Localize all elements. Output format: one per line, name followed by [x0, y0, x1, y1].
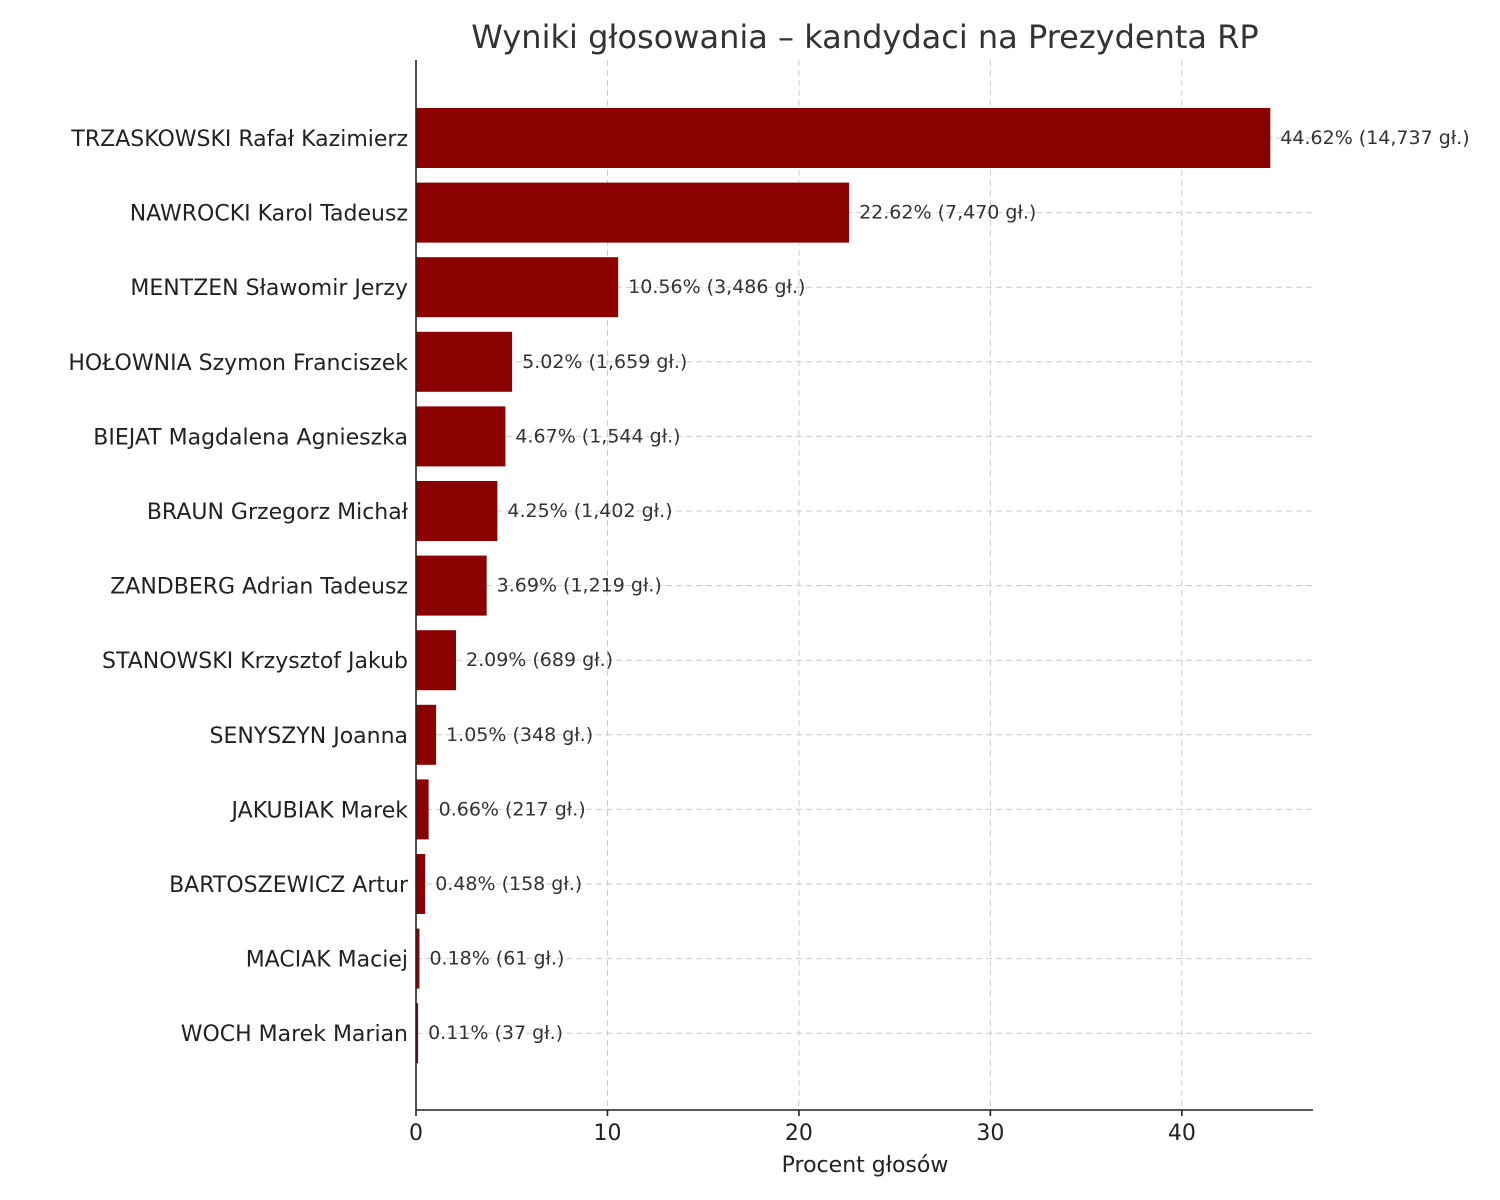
data-label: 0.18% (61 gł.) — [429, 948, 564, 970]
x-tick-label: 40 — [1168, 1121, 1196, 1146]
x-tick-label: 0 — [409, 1121, 423, 1146]
category-label: HOŁOWNIA Szymon Franciszek — [68, 351, 408, 376]
bar — [416, 331, 513, 392]
x-tick-label: 10 — [593, 1121, 621, 1146]
data-label: 0.66% (217 gł.) — [439, 798, 586, 820]
category-label: SENYSZYN Joanna — [210, 724, 408, 749]
category-label: NAWROCKI Karol Tadeusz — [130, 202, 408, 227]
data-label: 0.11% (37 gł.) — [428, 1022, 563, 1044]
bar — [416, 108, 1271, 168]
bar — [416, 555, 487, 616]
data-label: 1.05% (348 gł.) — [446, 724, 593, 746]
data-label: 3.69% (1,219 gł.) — [497, 575, 662, 597]
data-label: 44.62% (14,737 gł.) — [1280, 127, 1469, 149]
bar — [416, 406, 506, 467]
bar — [416, 1003, 419, 1064]
bar — [416, 481, 498, 541]
x-tick-label: 20 — [785, 1121, 813, 1146]
x-axis-title: Procent głosów — [782, 1153, 949, 1178]
bar — [416, 854, 426, 914]
axes — [415, 60, 1313, 1116]
data-label: 4.25% (1,402 gł.) — [507, 500, 672, 522]
data-label: 5.02% (1,659 gł.) — [522, 351, 687, 373]
bar — [416, 257, 619, 318]
data-label: 10.56% (3,486 gł.) — [628, 276, 805, 298]
bar — [416, 630, 457, 691]
bar — [416, 704, 437, 765]
data-label: 0.48% (158 gł.) — [435, 873, 582, 895]
x-tick-labels: 0 10 20 30 40 — [409, 1121, 1196, 1146]
category-label: MENTZEN Sławomir Jerzy — [130, 276, 408, 301]
chart-title: Wyniki głosowania – kandydaci na Prezyde… — [471, 18, 1258, 56]
data-label: 22.62% (7,470 gł.) — [859, 202, 1036, 224]
bar — [416, 779, 429, 840]
x-tick-label: 30 — [976, 1121, 1004, 1146]
category-label: WOCH Marek Marian — [181, 1022, 408, 1047]
data-labels: 44.62% (14,737 gł.) 22.62% (7,470 gł.) 10.… — [428, 127, 1470, 1044]
data-label: 2.09% (689 gł.) — [466, 649, 613, 671]
bars — [416, 108, 1271, 1064]
category-label: TRZASKOWSKI Rafał Kazimierz — [70, 127, 408, 152]
category-labels: TRZASKOWSKI Rafał Kazimierz NAWROCKI Karo… — [68, 127, 409, 1047]
data-label: 4.67% (1,544 gł.) — [515, 425, 680, 447]
bar — [416, 182, 850, 243]
bar — [416, 928, 420, 989]
category-label: ZANDBERG Adrian Tadeusz — [110, 575, 408, 600]
category-label: BARTOSZEWICZ Artur — [169, 873, 409, 898]
category-label: STANOWSKI Krzysztof Jakub — [102, 649, 408, 674]
category-label: BIEJAT Magdalena Agnieszka — [93, 425, 408, 450]
category-label: BRAUN Grzegorz Michał — [147, 500, 409, 525]
category-label: MACIAK Maciej — [246, 948, 408, 973]
category-label: JAKUBIAK Marek — [230, 798, 409, 823]
